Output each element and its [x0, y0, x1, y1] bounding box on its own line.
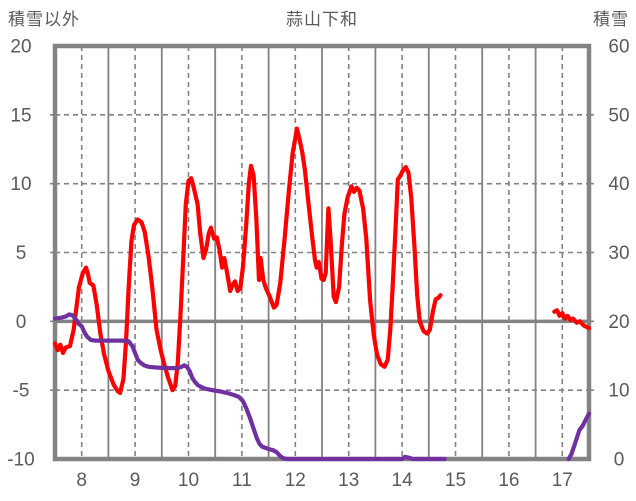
series-line-other — [52, 126, 443, 395]
right-axis-tick-label: 60 — [608, 37, 629, 58]
x-axis-tick-label: 11 — [232, 470, 252, 491]
left-axis-tick-label: -5 — [13, 381, 30, 402]
x-axis-tick-label: 14 — [392, 470, 414, 491]
series-line-snow — [566, 411, 592, 462]
x-axis-tick-label: 16 — [498, 470, 519, 491]
series-line-snow — [52, 312, 447, 462]
left-axis-title: 積雪以外 — [8, 10, 80, 29]
left-axis-tick-label: 5 — [16, 243, 27, 264]
x-axis-tick-label: 17 — [552, 470, 573, 491]
chart-title: 蒜山下和 — [286, 10, 358, 29]
x-axis-tick-label: 13 — [338, 470, 359, 491]
left-axis-tick-label: -10 — [7, 450, 34, 471]
left-axis-tick-label: 15 — [10, 105, 31, 126]
x-axis-tick-label: 8 — [76, 470, 87, 491]
right-axis-tick-label: 40 — [608, 174, 629, 195]
right-axis-tick-label: 0 — [614, 450, 625, 471]
x-axis-tick-label: 10 — [178, 470, 199, 491]
right-axis-title: 積雪 — [593, 10, 629, 29]
left-axis-tick-label: 20 — [10, 37, 31, 58]
x-axis-tick-label: 9 — [130, 470, 141, 491]
x-axis-tick-label: 12 — [285, 470, 306, 491]
left-axis-tick-label: 10 — [10, 174, 31, 195]
right-axis-tick-label: 50 — [608, 105, 629, 126]
x-axis-tick-label: 15 — [445, 470, 466, 491]
right-axis-tick-label: 30 — [608, 243, 629, 264]
series-line-other — [552, 308, 592, 331]
right-axis-tick-label: 10 — [608, 381, 629, 402]
left-axis-tick-label: 0 — [16, 312, 27, 333]
right-axis-tick-label: 20 — [608, 312, 629, 333]
